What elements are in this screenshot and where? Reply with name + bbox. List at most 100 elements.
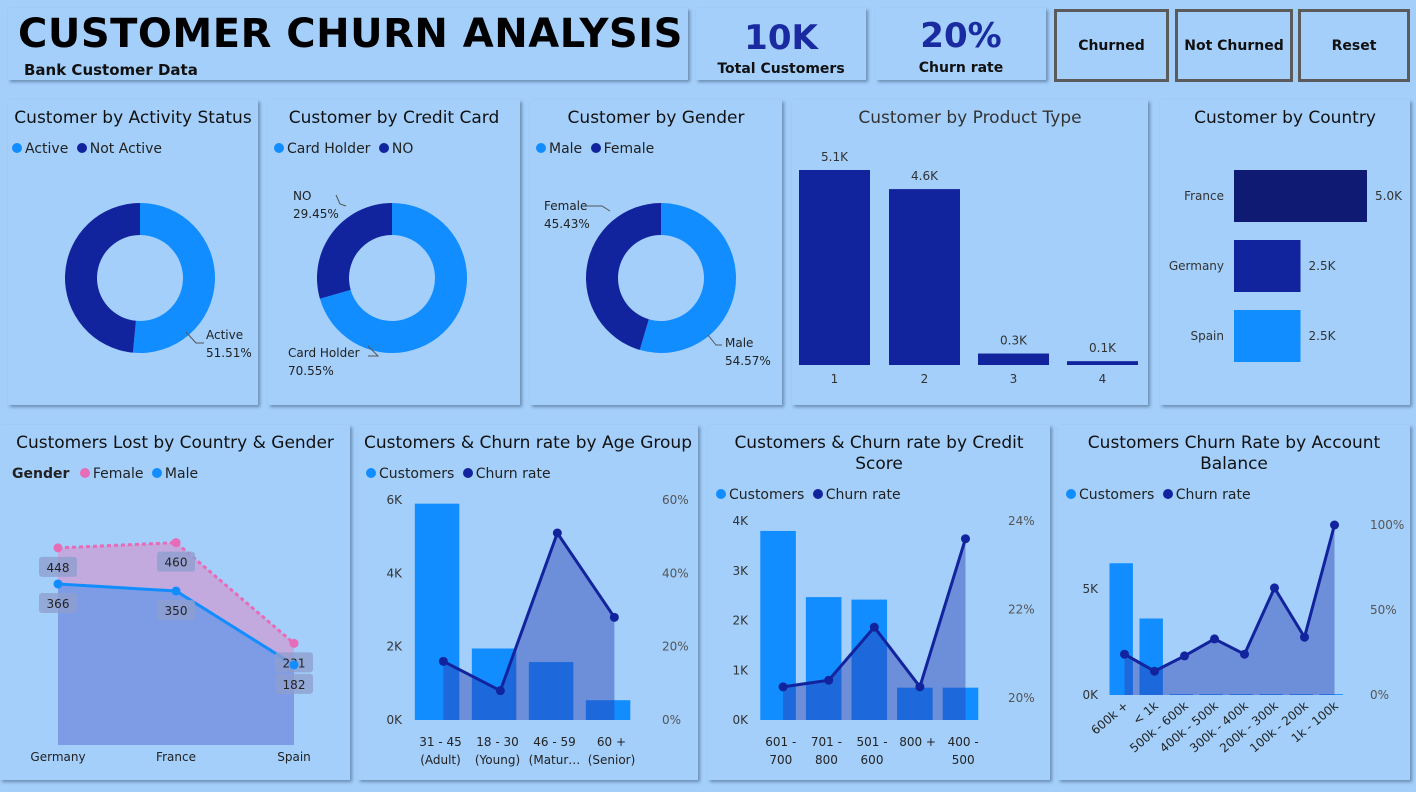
data-label: 2.5K	[1309, 329, 1337, 343]
product-title: Customer by Product Type	[858, 108, 1082, 128]
tick-label: 2	[921, 372, 929, 386]
creditcard-legend: Card Holder NO	[274, 141, 417, 157]
data-label-bg	[275, 673, 313, 694]
customers-bar	[897, 687, 933, 720]
tick-label: 60 +	[597, 735, 626, 749]
slice-label: Card Holder	[288, 346, 360, 360]
credit-title: Customers & Churn rate by Credit Score	[734, 433, 1024, 474]
country-bar-chart: France 5.0K Germany 2.5K Spain 2.5K	[1169, 170, 1403, 362]
data-label: 366	[47, 597, 70, 611]
slice-label: NO	[293, 189, 311, 203]
data-label: 2.5K	[1309, 259, 1337, 273]
legend-item-no[interactable]: NO	[378, 141, 413, 157]
female-point	[171, 538, 181, 548]
tick-label: 400 -	[948, 735, 979, 749]
churn-point	[1300, 632, 1309, 642]
y-tick-label: 2K	[386, 640, 403, 654]
leader-line	[335, 194, 347, 207]
customers-bar	[942, 687, 979, 720]
age-title: Customers & Churn rate by Age Group	[363, 433, 692, 453]
legend-item-churn-rate[interactable]: Churn rate	[462, 466, 551, 482]
y2-tick-label: 22%	[1008, 602, 1035, 616]
tick-label: Germany	[1169, 259, 1224, 273]
activity-legend: Active Not Active	[12, 141, 166, 157]
churned-button[interactable]: Churned	[1054, 9, 1169, 82]
bar	[978, 353, 1049, 365]
female-point	[53, 543, 63, 553]
gender-donut-chart: Male 54.57% Female 45.43%	[544, 199, 771, 368]
tick-label: 46 - 59	[533, 735, 576, 749]
kpi-total-value: 10K	[744, 18, 818, 58]
legend-item-churn-rate[interactable]: Churn rate	[812, 487, 901, 503]
lost-area-chart: 448460231366350182GermanyFranceSpain	[30, 538, 313, 764]
gender-title: Customer by Gender	[567, 108, 745, 128]
churn-area	[1124, 525, 1335, 695]
tick-label: 800	[815, 753, 838, 767]
data-label-bg	[157, 551, 195, 572]
y2-tick-label: 24%	[1008, 514, 1035, 528]
bar	[889, 189, 960, 365]
tick-label: Germany	[30, 750, 85, 764]
tick-label: Spain	[1190, 329, 1224, 343]
dashboard-subtitle: Bank Customer Data	[24, 61, 198, 79]
y-tick-label: 0K	[386, 713, 403, 727]
activity-title: Customer by Activity Status	[14, 108, 252, 128]
tick-label: 800 +	[899, 735, 936, 749]
male-area	[58, 583, 294, 745]
legend-item-customers[interactable]: Customers	[366, 466, 454, 482]
data-label: 182	[283, 678, 306, 692]
legend-item-not-active[interactable]: Not Active	[76, 141, 162, 157]
slice-percent: 29.45%	[293, 207, 339, 221]
tick-label: 4	[1099, 372, 1107, 386]
y2-tick-label: 20%	[1008, 691, 1035, 705]
bar	[1067, 361, 1138, 365]
gender-panel: Customer by Gender Male Female Male 54.57…	[530, 100, 782, 405]
leader-line	[587, 205, 611, 212]
tick-label: 18 - 30	[476, 735, 519, 749]
slice-percent: 54.57%	[725, 354, 771, 368]
legend-item-active[interactable]: Active	[12, 141, 68, 157]
male-point	[171, 586, 181, 596]
not-churned-button[interactable]: Not Churned	[1175, 9, 1293, 82]
header-panel: CUSTOMER CHURN ANALYSIS Bank Customer Da…	[8, 8, 688, 80]
dashboard-title: CUSTOMER CHURN ANALYSIS	[18, 11, 683, 57]
tick-label: 501 -	[856, 735, 887, 749]
country-title: Customer by Country	[1194, 108, 1376, 128]
legend-item-churn-rate[interactable]: Churn rate	[1162, 487, 1251, 503]
donut-slice	[586, 203, 661, 350]
y2-tick-label: 20%	[662, 640, 689, 654]
tick-label: 3	[1010, 372, 1018, 386]
tick-label: (Young)	[475, 753, 520, 767]
country-panel: Customer by Country France 5.0K Germany 2.5…	[1160, 100, 1410, 405]
lost-panel: Customers Lost by Country & Gender Gende…	[0, 425, 350, 780]
tick-label: Spain	[277, 750, 311, 764]
kpi-churn-value: 20%	[920, 16, 1002, 56]
credit-combo-chart: 0K 1K 2K 3K 4K 20% 22% 24% 601 - 700 701 - 800 501 -…	[732, 514, 1035, 767]
data-label-bg	[39, 556, 77, 577]
y2-tick-label: 50%	[1370, 603, 1397, 617]
y2-tick-label: 0%	[1370, 688, 1389, 702]
leader-line	[185, 331, 204, 344]
legend-item-card-holder[interactable]: Card Holder	[274, 141, 370, 157]
churn-point	[1270, 583, 1279, 593]
data-label: 5.1K	[821, 150, 849, 164]
churn-point	[960, 534, 970, 544]
churn-point	[1210, 634, 1219, 644]
legend-item-customers[interactable]: Customers	[1066, 487, 1154, 503]
kpi-churn-label: Churn rate	[918, 60, 1004, 76]
bar	[1234, 310, 1301, 362]
legend-item-female[interactable]: Female	[590, 141, 654, 157]
legend-item-customers[interactable]: Customers	[716, 487, 804, 503]
activity-panel: Customer by Activity Status Active Not A…	[8, 100, 258, 405]
customers-bar	[1169, 694, 1193, 695]
y-tick-label: 0K	[732, 713, 749, 727]
legend-item-male[interactable]: Male	[536, 141, 582, 157]
age-legend: Customers Churn rate	[366, 466, 555, 482]
y-tick-label: 3K	[732, 564, 749, 578]
legend-item-male[interactable]: Male	[151, 466, 198, 482]
reset-button[interactable]: Reset	[1298, 9, 1410, 82]
age-panel: Customers & Churn rate by Age Group Cust…	[358, 425, 698, 780]
data-label: 350	[165, 604, 188, 618]
legend-item-female[interactable]: Female	[79, 466, 143, 482]
